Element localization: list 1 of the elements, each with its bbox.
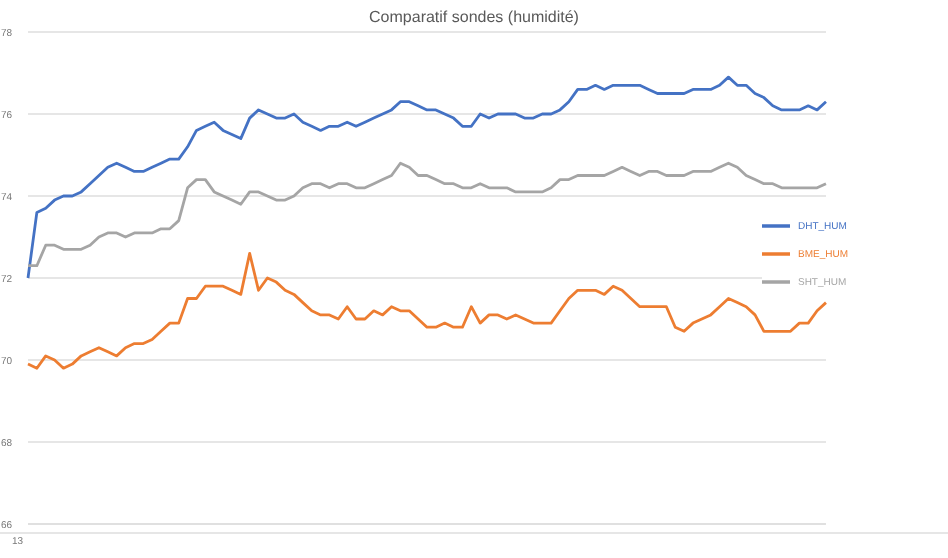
chart-title: Comparatif sondes (humidité) <box>367 8 581 26</box>
